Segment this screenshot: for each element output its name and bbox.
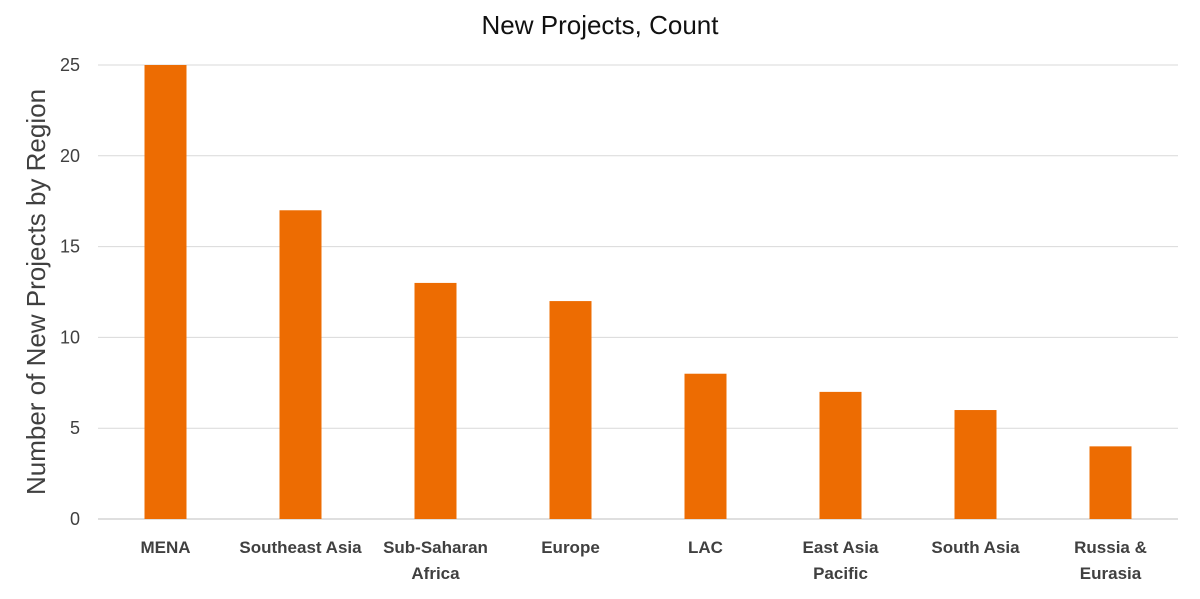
- bar: [684, 373, 727, 519]
- x-tick-label-line: Russia &: [1074, 538, 1147, 557]
- x-tick-label-line: Europe: [541, 538, 600, 557]
- chart-title: New Projects, Count: [482, 10, 720, 40]
- x-tick-label: MENA: [140, 538, 190, 557]
- x-axis-ticks: MENA Southeast Asia Sub-Saharan Africa Europ…: [140, 538, 1146, 583]
- x-tick-label-line: MENA: [140, 538, 190, 557]
- x-tick-label: Europe: [541, 538, 600, 557]
- bars: [144, 65, 1132, 519]
- bar: [549, 301, 592, 519]
- y-tick-label: 15: [60, 237, 80, 257]
- x-tick-label-line: South Asia: [931, 538, 1020, 557]
- y-axis-label: Number of New Projects by Region: [21, 89, 51, 495]
- x-tick-label-line: East Asia: [803, 538, 879, 557]
- bar: [819, 391, 862, 519]
- x-tick-label-line: Southeast Asia: [239, 538, 362, 557]
- y-tick-label: 10: [60, 327, 80, 347]
- x-tick-label: East Asia Pacific: [803, 538, 879, 583]
- x-tick-label-line: Eurasia: [1080, 564, 1142, 583]
- x-tick-label-line: Sub-Saharan: [383, 538, 488, 557]
- bar: [144, 65, 187, 519]
- y-tick-label: 5: [70, 418, 80, 438]
- x-tick-label-line: Pacific: [813, 564, 868, 583]
- x-tick-label: LAC: [688, 538, 723, 557]
- y-tick-label: 20: [60, 146, 80, 166]
- x-tick-label: Russia & Eurasia: [1074, 538, 1147, 583]
- y-tick-label: 25: [60, 55, 80, 75]
- bar: [279, 210, 322, 519]
- x-tick-label: Southeast Asia: [239, 538, 362, 557]
- y-tick-label: 0: [70, 509, 80, 529]
- x-tick-label-line: Africa: [411, 564, 460, 583]
- gridlines: [98, 64, 1178, 520]
- bar: [414, 282, 457, 519]
- x-tick-label-line: LAC: [688, 538, 723, 557]
- x-tick-label: South Asia: [931, 538, 1020, 557]
- bar: [954, 410, 997, 519]
- x-tick-label: Sub-Saharan Africa: [383, 538, 488, 583]
- y-axis-ticks: 0 5 10 15 20 25: [60, 55, 80, 529]
- bar: [1089, 446, 1132, 519]
